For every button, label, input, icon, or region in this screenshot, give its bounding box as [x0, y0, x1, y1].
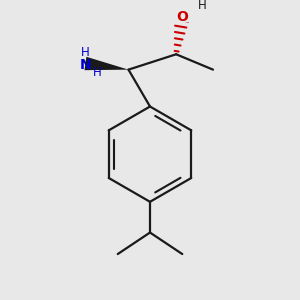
Text: N: N [80, 58, 91, 72]
Text: H: H [93, 66, 101, 79]
Text: H: H [81, 46, 90, 59]
Polygon shape [85, 57, 128, 70]
Text: H: H [198, 0, 207, 12]
Text: O: O [176, 11, 188, 24]
